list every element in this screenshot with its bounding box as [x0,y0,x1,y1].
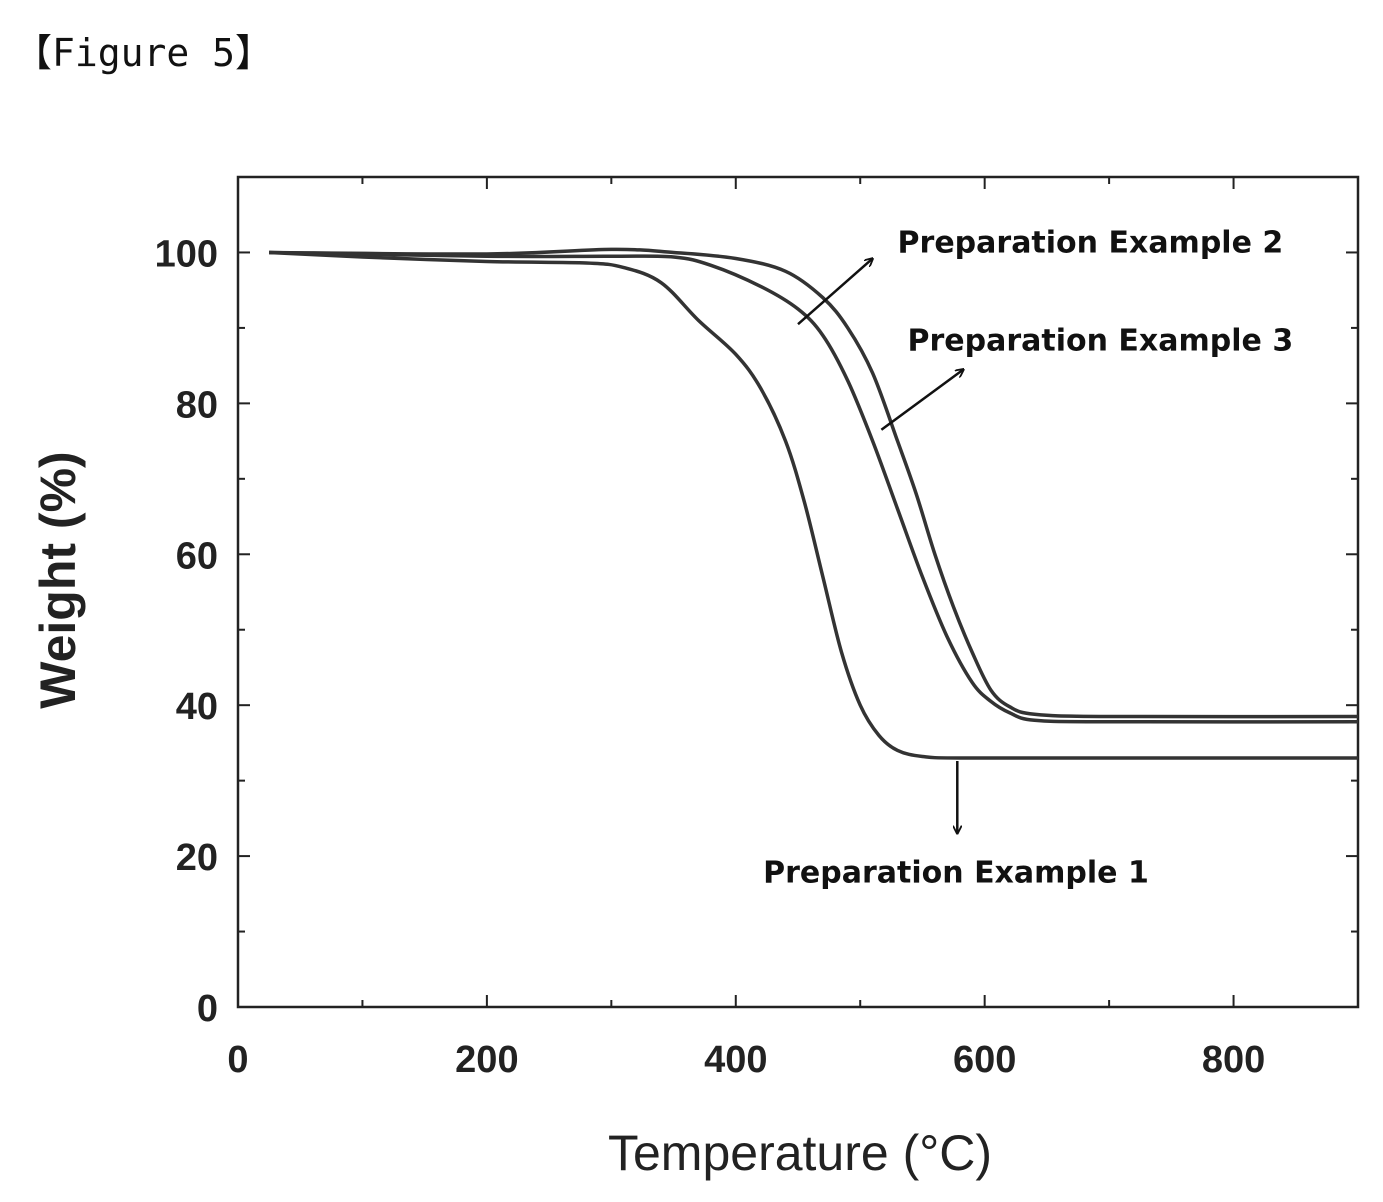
y-tick-label: 0 [197,988,218,1030]
y-tick-label: 40 [176,686,218,728]
annotation-arrow-1 [797,258,873,326]
series-line-2 [269,247,1359,719]
figure-label: 【Figure 5】 [14,31,274,75]
annotations: Preparation Example 2 Preparation Example… [763,225,1293,890]
plot-frame [236,175,1360,1009]
series-lines [269,247,1359,760]
x-tick-label: 200 [455,1039,518,1081]
x-tick-label: 0 [227,1039,248,1081]
axis-ticks [237,177,1358,1008]
annotation-label-1: Preparation Example 2 [898,225,1284,260]
x-tick-label: 600 [953,1039,1016,1081]
y-tick-label: 20 [176,837,218,879]
y-tick-label: 100 [155,233,218,275]
series-line-3 [269,250,1359,724]
x-tick-label: 800 [1202,1039,1265,1081]
x-tick-label: 400 [704,1039,767,1081]
y-tick-label: 60 [176,535,218,577]
axis-tick-labels: 0 200 400 600 800 0 20 40 60 80 100 [155,233,1266,1081]
y-axis-label: Weight (%) [30,451,86,708]
x-axis-label: Temperature (°C) [608,1125,992,1181]
annotation-arrow-2 [880,369,963,431]
annotation-label-3: Preparation Example 1 [763,856,1149,891]
series-line-1 [269,250,1358,760]
annotation-label-2: Preparation Example 3 [908,324,1294,359]
y-tick-label: 80 [176,384,218,426]
